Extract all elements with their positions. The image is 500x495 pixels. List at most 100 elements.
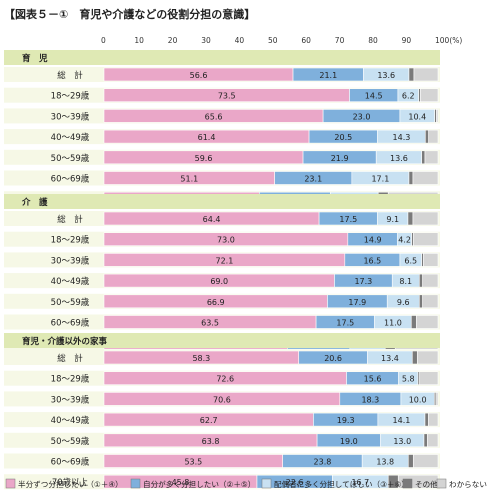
value-label: 73.5 (218, 92, 236, 101)
bar-segment-unknown (427, 433, 439, 448)
bar-segment-unknown (422, 294, 439, 309)
value-label: 6.2 (402, 92, 415, 101)
value-label: 13.6 (377, 71, 395, 80)
value-label: 17.9 (348, 298, 366, 307)
value-label: 15.6 (364, 375, 382, 384)
bar-segment-unknown (436, 109, 439, 123)
bar-segment-other (410, 315, 417, 329)
section-title: 育 児 (22, 53, 48, 64)
legend-swatch-spouse-more (261, 478, 272, 489)
row-label: 18〜29歳 (51, 91, 90, 102)
bar-segment-other (418, 294, 423, 309)
value-label: 17.5 (336, 319, 354, 328)
row-label: 総 計 (57, 353, 83, 364)
value-label: 23.1 (304, 175, 322, 184)
value-label: 70.6 (213, 395, 231, 404)
row-label: 30〜39歳 (51, 111, 90, 122)
value-label: 56.6 (190, 71, 208, 80)
x-tick-label: 30 (201, 36, 211, 45)
legend-label: 自分が多く分担したい（②＋⑤） (143, 479, 255, 489)
value-label: 13.6 (390, 154, 408, 163)
bar-segment-unknown (428, 412, 439, 427)
value-label: 51.1 (180, 175, 198, 184)
value-label: 45.8 (172, 478, 190, 487)
row-label: 70歳以上 (52, 477, 89, 488)
bar-segment-unknown (412, 232, 439, 246)
bar-segment-unknown (422, 273, 439, 288)
x-tick-label: 50 (268, 36, 278, 45)
value-label: 21.1 (319, 71, 337, 80)
bar-segment-unknown (424, 150, 439, 165)
value-label: 73.0 (217, 236, 235, 245)
legend-label: 配偶者に多く分担してほしい（③＋⑥） (274, 479, 409, 489)
legend-label: その他 (415, 479, 438, 489)
row-label: 40〜49歳 (51, 276, 90, 287)
bar-segment-other (421, 150, 426, 165)
value-label: 21.9 (331, 154, 349, 163)
row-label: 50〜59歳 (51, 436, 90, 447)
value-label: 53.5 (184, 458, 202, 467)
section-band (4, 333, 440, 348)
legend-label: 半分ずつ分担したい（①＋④） (18, 479, 123, 489)
value-label: 17.5 (339, 215, 357, 224)
bar-segment-other (424, 412, 429, 427)
value-label: 13.8 (376, 458, 394, 467)
value-label: 10.0 (409, 395, 427, 404)
value-label: 11.0 (384, 319, 402, 328)
legend-swatch-unknown (436, 478, 447, 489)
section-title: 育児・介護以外の家事 (22, 336, 108, 347)
bar-segment-other (425, 129, 429, 144)
value-label: 64.4 (203, 215, 221, 224)
bar-segment-unknown (416, 350, 439, 365)
bar-segment-unknown (412, 171, 439, 185)
value-label: 59.6 (195, 154, 213, 163)
section-title: 介 護 (21, 197, 48, 208)
value-label: 14.1 (393, 416, 411, 425)
value-label: 63.5 (201, 319, 219, 328)
bar-segment-unknown (419, 88, 439, 102)
value-label: 13.4 (381, 354, 399, 363)
legend-label: わからない (449, 480, 487, 489)
x-tick-label: 70 (335, 36, 345, 45)
value-label: 58.3 (192, 354, 210, 363)
value-label: 4.2 (398, 236, 411, 245)
x-tick-label: 60 (301, 36, 311, 45)
axis-ticks: 0 10 20 30 40 50 60 70 80 90 100(%) (101, 36, 462, 45)
value-label: 16.5 (363, 256, 381, 265)
bar-segment-unknown (419, 371, 439, 386)
value-label: 9.6 (397, 298, 410, 307)
value-label: 9.1 (386, 215, 399, 224)
value-label: 62.7 (200, 416, 218, 425)
bar-segment-other (408, 67, 415, 82)
legend-swatch-half-share (5, 478, 16, 489)
x-tick-label: 100(%) (435, 36, 462, 45)
row-label: 60〜69歳 (51, 174, 90, 185)
value-label: 13.0 (393, 437, 411, 446)
value-label: 10.4 (408, 112, 426, 121)
value-label: 22.6 (286, 478, 304, 487)
bar-segment-unknown (428, 129, 439, 144)
x-tick-label: 10 (134, 36, 144, 45)
value-label: 16.7 (351, 478, 369, 487)
value-label: 72.1 (216, 256, 234, 265)
legend-swatch-self-more (130, 478, 141, 489)
row-label: 50〜59歳 (51, 297, 90, 308)
value-label: 19.3 (337, 416, 355, 425)
row-label: 総 計 (57, 70, 83, 81)
value-label: 8.1 (399, 277, 412, 286)
value-label: 20.6 (324, 354, 342, 363)
row-label: 50〜59歳 (51, 153, 90, 164)
value-label: 69.0 (210, 277, 228, 286)
figure-title: 【図表５－① 育児や介護などの役割分担の意識】 (4, 7, 255, 21)
row-label: 60〜69歳 (51, 318, 90, 329)
row-label: 30〜39歳 (51, 394, 90, 405)
bar-segment-other (411, 350, 418, 365)
row-label: 総 計 (57, 214, 83, 225)
bar-segment-unknown (415, 315, 439, 329)
value-label: 17.3 (354, 277, 372, 286)
value-label: 72.6 (216, 375, 234, 384)
value-label: 17.1 (371, 175, 389, 184)
value-label: 23.8 (314, 458, 332, 467)
bar-groups: 育 児総 計 56.6 21.1 13.6 18〜29歳 73.5 14.5 6.2 30〜39… (4, 50, 440, 490)
